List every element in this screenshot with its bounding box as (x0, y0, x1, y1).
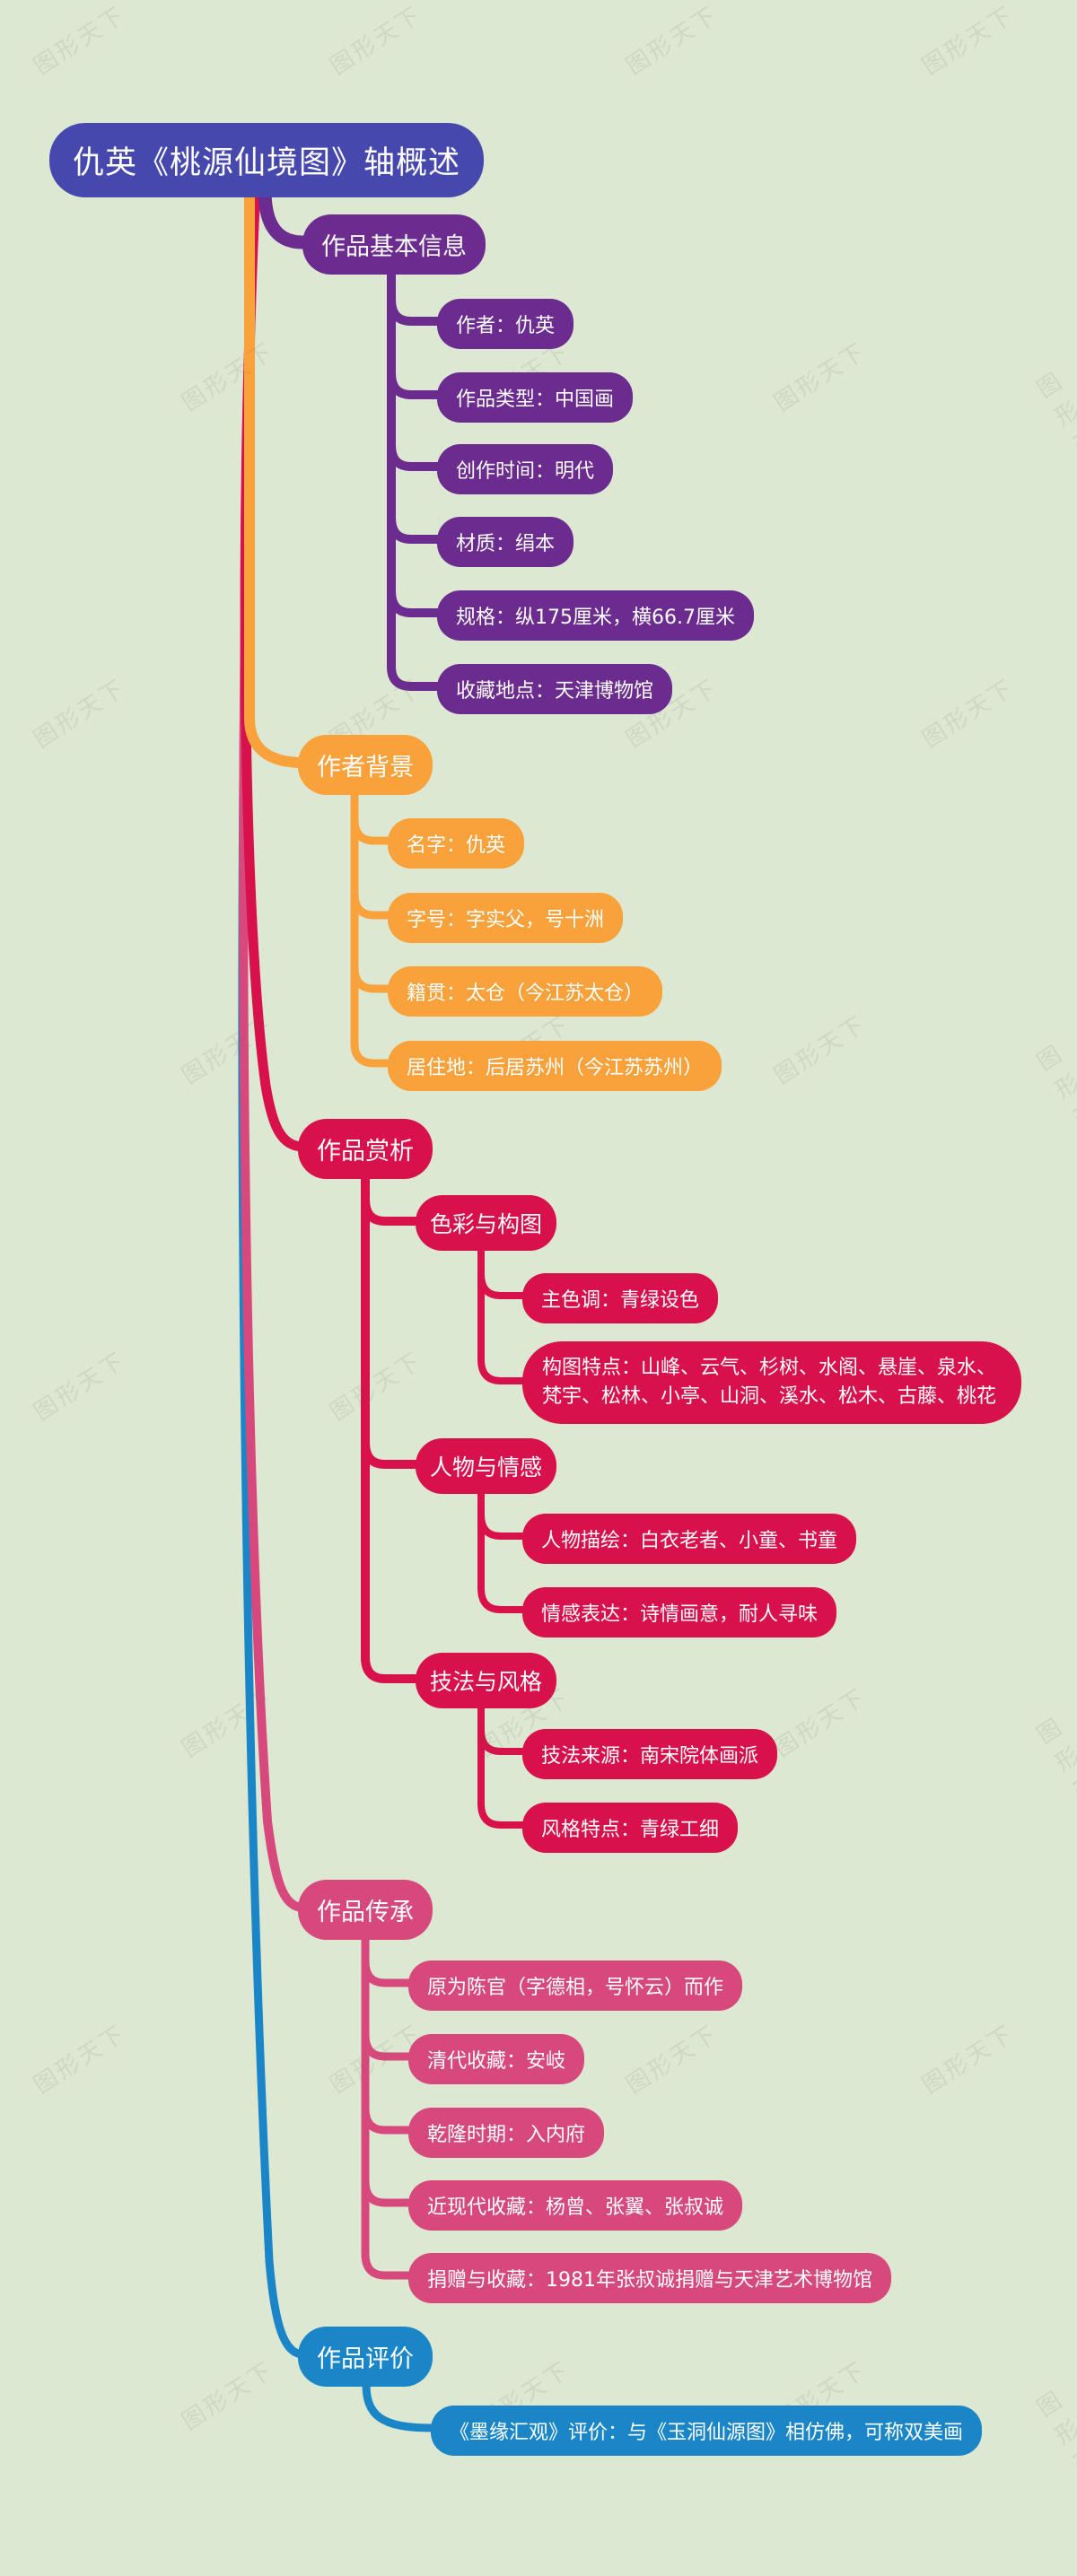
node-figure-depiction[interactable]: 人物描绘：白衣老者、小童、书童 (522, 1514, 857, 1564)
branch-heritage[interactable]: 作品传承 (298, 1880, 433, 1940)
node-qianlong-period[interactable]: 乾隆时期：入内府 (408, 2108, 605, 2158)
node-name[interactable]: 名字：仇英 (388, 818, 525, 869)
node-native-place[interactable]: 籍贯：太仓（今江苏太仓） (388, 966, 663, 1017)
node-main-tone[interactable]: 主色调：青绿设色 (522, 1273, 719, 1323)
node-moyuan-huiguan-evaluation[interactable]: 《墨缘汇观》评价：与《玉洞仙源图》相仿佛，可称双美画 (431, 2406, 983, 2456)
branch-evaluation[interactable]: 作品评价 (298, 2327, 433, 2387)
node-qing-collection[interactable]: 清代收藏：安岐 (408, 2034, 585, 2084)
connector-branch-heritage (239, 186, 413, 2280)
node-emotional-expression[interactable]: 情感表达：诗情画意，耐人寻味 (522, 1587, 837, 1637)
node-artwork-type[interactable]: 作品类型：中国画 (437, 372, 634, 423)
connector-branch-analysis (240, 185, 526, 1829)
subbranch-figures-emotion[interactable]: 人物与情感 (416, 1438, 557, 1494)
connector-branch-basic-info (258, 183, 442, 691)
node-composition-features[interactable]: 构图特点：山峰、云气、杉树、水阁、悬崖、泉水、梵宇、松林、小亭、山洞、溪水、松木… (522, 1341, 1021, 1424)
node-material[interactable]: 材质：绢本 (437, 517, 574, 567)
node-collection-location[interactable]: 收藏地点：天津博物馆 (437, 664, 673, 714)
node-technique-source[interactable]: 技法来源：南宋院体画派 (522, 1729, 778, 1779)
node-dimensions[interactable]: 规格：纵175厘米，横66.7厘米 (437, 590, 754, 641)
branch-author-background[interactable]: 作者背景 (298, 735, 433, 795)
node-donation[interactable]: 捐赠与收藏：1981年张叔诚捐赠与天津艺术博物馆 (408, 2253, 891, 2303)
node-modern-collectors[interactable]: 近现代收藏：杨曾、张翼、张叔诚 (408, 2180, 743, 2231)
node-style-features[interactable]: 风格特点：青绿工细 (522, 1803, 739, 1853)
node-original-recipient[interactable]: 原为陈官（字德相，号怀云）而作 (408, 1960, 743, 2011)
root-node[interactable]: 仇英《桃源仙境图》轴概述 (49, 123, 485, 197)
branch-basic-info[interactable]: 作品基本信息 (302, 214, 486, 275)
node-courtesy-name[interactable]: 字号：字实父，号十洲 (388, 893, 624, 943)
branch-analysis[interactable]: 作品赏析 (298, 1119, 433, 1179)
node-author[interactable]: 作者：仇英 (437, 299, 574, 349)
node-residence[interactable]: 居住地：后居苏州（今江苏苏州） (388, 1041, 722, 1091)
subbranch-color-composition[interactable]: 色彩与构图 (416, 1195, 557, 1251)
connector-branch-author (244, 185, 392, 1068)
node-creation-time[interactable]: 创作时间：明代 (437, 444, 614, 494)
subbranch-technique-style[interactable]: 技法与风格 (416, 1653, 557, 1708)
